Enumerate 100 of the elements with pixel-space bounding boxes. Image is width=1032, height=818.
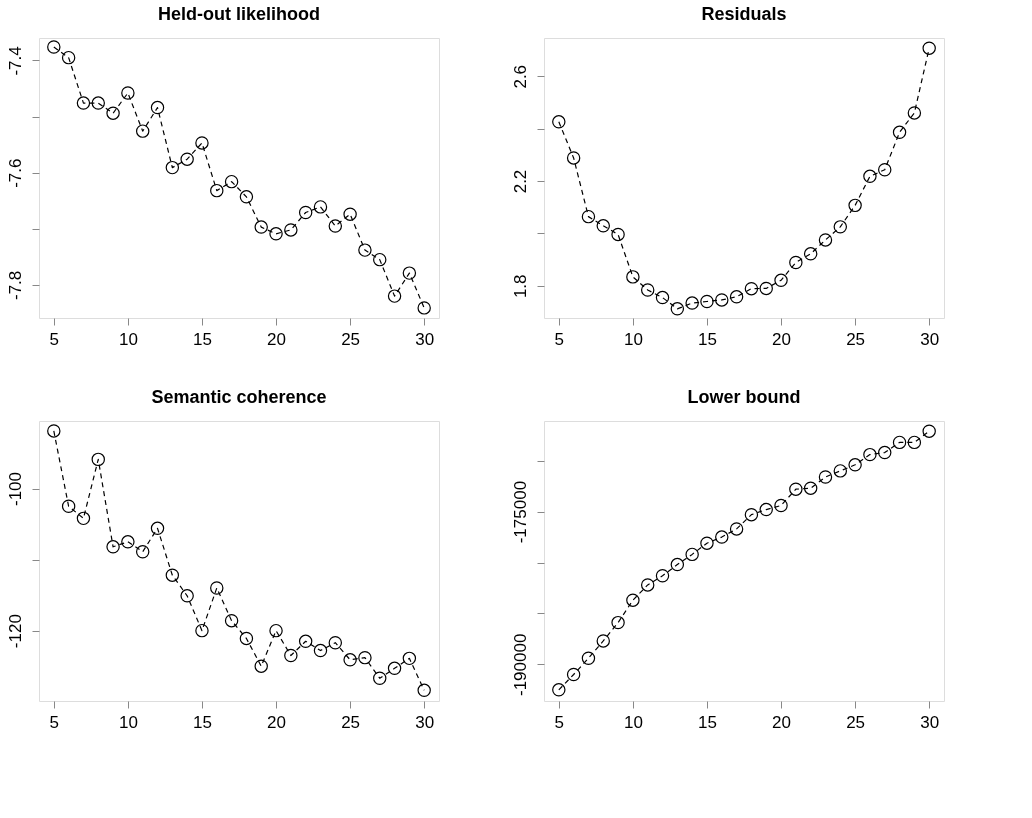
point <box>180 152 194 166</box>
point <box>774 273 788 287</box>
y-tick-label: -190000 <box>510 633 530 697</box>
x-tick-label: 25 <box>341 329 361 349</box>
x-tick-label: 30 <box>415 712 435 732</box>
point <box>165 160 180 175</box>
point <box>878 445 892 460</box>
point <box>328 636 343 650</box>
x-tick-label: 10 <box>623 329 643 349</box>
point <box>818 233 833 247</box>
point <box>922 424 936 438</box>
point <box>907 106 922 120</box>
point <box>417 301 431 315</box>
x-tick-label: 10 <box>118 712 138 732</box>
point <box>343 653 357 667</box>
point <box>358 243 372 257</box>
point <box>892 435 907 450</box>
point <box>655 569 670 583</box>
point <box>552 115 566 129</box>
point <box>611 615 625 630</box>
point <box>298 634 313 649</box>
point <box>150 521 165 536</box>
point <box>417 683 431 698</box>
point <box>121 535 135 549</box>
point <box>224 613 239 628</box>
point <box>640 578 655 592</box>
x-tick-label: 30 <box>920 329 940 349</box>
x-tick-label: 10 <box>118 329 138 349</box>
point <box>818 470 833 484</box>
point <box>566 151 581 165</box>
point <box>373 671 387 685</box>
point <box>803 247 818 261</box>
point <box>402 651 417 666</box>
point <box>878 163 892 177</box>
y-tick-label: -7.8 <box>5 270 25 301</box>
y-tick-label: -7.6 <box>5 158 25 188</box>
point <box>848 198 862 213</box>
point <box>729 290 744 304</box>
point <box>759 281 773 296</box>
point <box>61 50 76 65</box>
point <box>106 540 120 554</box>
point <box>298 205 313 220</box>
chart-title: Lower bound <box>687 387 801 407</box>
point <box>626 593 640 607</box>
x-tick-label: 15 <box>193 329 212 349</box>
point <box>744 507 759 522</box>
point <box>135 545 150 559</box>
y-tick-label: 2.6 <box>510 64 530 89</box>
x-tick-label: 30 <box>920 712 940 732</box>
point <box>269 623 283 638</box>
point <box>284 648 298 663</box>
point <box>922 41 936 55</box>
point <box>106 106 120 120</box>
point <box>402 266 417 280</box>
point <box>180 589 194 603</box>
point <box>210 581 224 595</box>
point <box>373 252 387 267</box>
point <box>76 96 91 110</box>
y-tick-label: -120 <box>5 614 25 649</box>
point <box>195 136 209 150</box>
point <box>670 557 685 572</box>
point <box>61 499 76 513</box>
point <box>91 452 105 467</box>
y-tick-label: -100 <box>5 472 25 507</box>
point <box>552 683 566 697</box>
x-tick-label: 5 <box>49 712 60 732</box>
point <box>91 96 105 110</box>
x-tick-label: 20 <box>772 329 791 349</box>
point <box>76 511 91 526</box>
point <box>239 631 254 646</box>
chart-title: Semantic coherence <box>151 387 327 407</box>
point <box>284 223 298 237</box>
point <box>387 661 402 676</box>
x-tick-label: 25 <box>846 712 866 732</box>
point <box>715 530 729 544</box>
point <box>848 458 862 472</box>
point <box>863 169 877 184</box>
x-tick-label: 30 <box>415 329 435 349</box>
point <box>343 207 357 221</box>
point <box>269 227 283 241</box>
point <box>313 643 328 658</box>
x-tick-label: 15 <box>698 712 717 732</box>
point <box>907 435 922 450</box>
point <box>685 547 699 562</box>
point <box>715 293 729 307</box>
x-tick-label: 10 <box>623 712 643 732</box>
point <box>47 424 61 438</box>
point <box>328 219 343 233</box>
point <box>670 302 685 316</box>
point <box>581 209 596 224</box>
y-tick-label: -7.4 <box>5 46 25 76</box>
x-tick-label: 25 <box>341 712 361 732</box>
point <box>626 270 640 284</box>
point <box>239 190 254 204</box>
x-tick-label: 5 <box>554 712 565 732</box>
point <box>581 651 596 665</box>
x-tick-label: 15 <box>193 712 212 732</box>
point <box>863 447 877 462</box>
point <box>596 634 610 648</box>
point <box>596 219 610 233</box>
